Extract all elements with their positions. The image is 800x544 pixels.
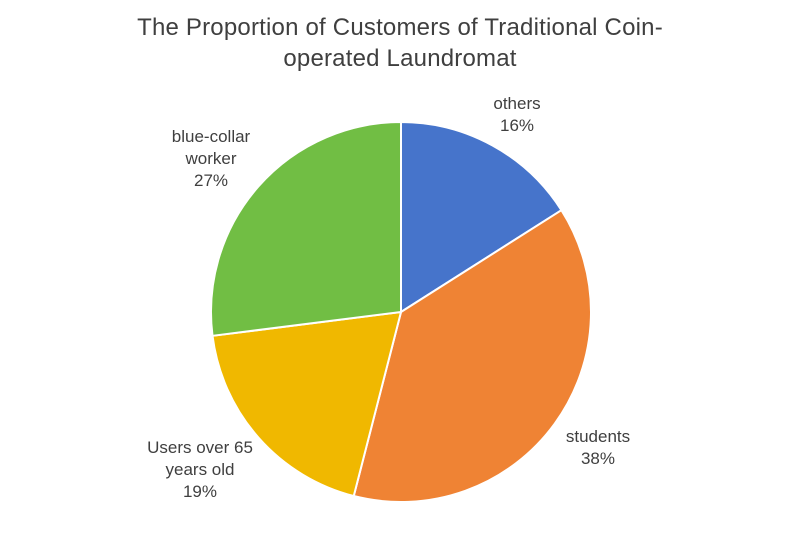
slice-label-others-percent: 16%: [499, 116, 535, 135]
slice-label-blue-collar-worker-percent: 27%: [193, 171, 229, 190]
pie-slice-others: [400, 121, 563, 313]
pie-slice-blue-collar-worker: [210, 121, 402, 337]
slice-label-students-percent: 38%: [580, 449, 616, 468]
slice-label-students-text: students: [565, 427, 631, 446]
slice-label-users-over-65-percent: 19%: [182, 482, 218, 501]
slice-label-blue-collar-worker: blue-collar worker 27%: [172, 126, 250, 192]
slice-label-students: students 38%: [566, 426, 630, 470]
slice-label-others: others 16%: [493, 93, 540, 137]
pie-slice-students: [352, 209, 592, 503]
pie-slice-users-over-65: [211, 311, 402, 498]
slice-label-blue-collar-worker-text: blue-collar worker: [171, 127, 251, 168]
chart-title: The Proportion of Customers of Tradition…: [137, 14, 663, 72]
slice-label-users-over-65: Users over 65 years old 19%: [147, 437, 253, 503]
slice-label-users-over-65-text: Users over 65 years old: [147, 438, 253, 479]
slice-label-others-text: others: [493, 94, 541, 113]
